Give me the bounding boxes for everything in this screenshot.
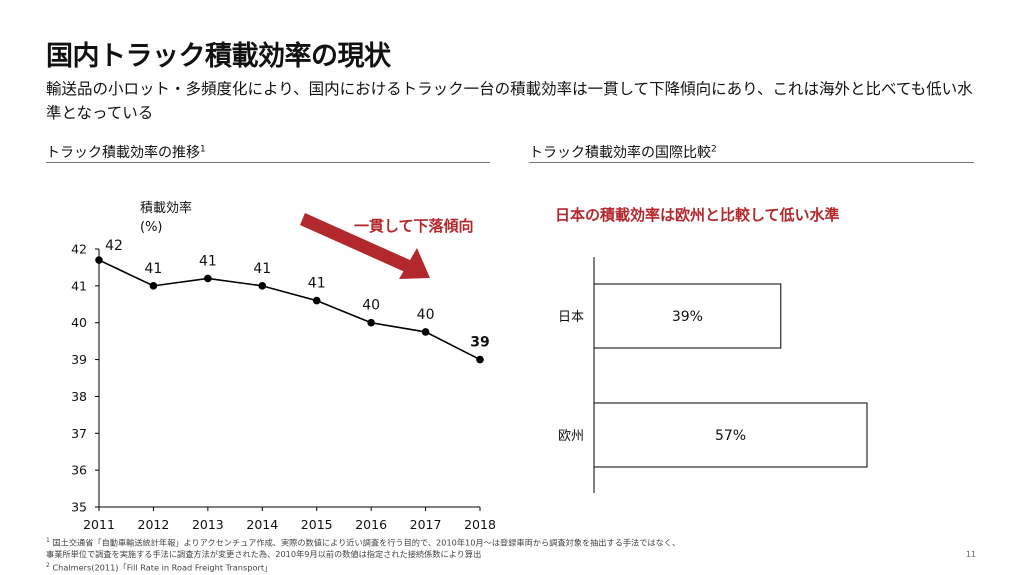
bar-value-label: 39% (672, 309, 703, 325)
data-label: 41 (145, 261, 163, 277)
footnote-2-marker: 2 (46, 561, 50, 569)
data-point (421, 328, 430, 336)
series-line (98, 259, 481, 361)
data-point (258, 282, 267, 290)
data-point (312, 296, 321, 305)
footnote-2-text: Chalmers(2011)「Fill Rate in Road Freight… (52, 562, 273, 573)
page-number: 11 (965, 550, 976, 559)
data-point (204, 274, 212, 283)
data-point (367, 318, 375, 327)
comparison-headline: 日本の積載効率は欧州と比較して低い水準 (555, 206, 840, 224)
page-subtitle: 輸送品の小ロット・多頻度化により、国内におけるトラック一台の積載効率は一貫して下… (46, 80, 973, 122)
left-section-header: トラック積載効率の推移1 (46, 142, 206, 162)
page-title: 国内トラック積載効率の現状 (46, 41, 391, 72)
left-section-divider (46, 162, 490, 163)
trend-annotation: 一貫して下落傾向 (354, 217, 474, 235)
footnotes: 1 国土交通省「自動車輸送統計年報」よりアクセンチュア作成、実際の数値により近い… (46, 535, 680, 573)
y-tick-label: 35 (71, 500, 87, 515)
x-tick-label: 2015 (301, 517, 333, 532)
right-section-divider (529, 162, 974, 163)
data-label: 41 (199, 253, 217, 269)
data-point (149, 282, 158, 290)
data-label: 40 (417, 307, 435, 323)
y-tick-label: 39 (71, 352, 87, 367)
category-label: 日本 (558, 310, 584, 325)
data-label: 41 (253, 261, 271, 277)
footnote-1-marker: 1 (46, 537, 50, 544)
x-tick-label: 2018 (464, 517, 496, 532)
bar (593, 283, 782, 349)
y-tick-label: 41 (71, 278, 87, 293)
x-tick-label: 2014 (246, 517, 278, 532)
right-section-footnote-ref: 2 (711, 144, 717, 155)
y-tick-label: 38 (71, 389, 87, 404)
footnote-1-line-1: 1 国土交通省「自動車輸送統計年報」よりアクセンチュア作成、実際の数値により近い… (46, 535, 680, 549)
x-tick-label: 2013 (192, 517, 224, 532)
data-label: 40 (362, 298, 380, 314)
y-tick-label: 37 (71, 426, 87, 441)
bar-value-label: 57% (715, 428, 746, 444)
left-section-footnote-ref: 1 (200, 144, 206, 155)
right-section-title: トラック積載効率の国際比較 (529, 145, 711, 161)
y-tick-label: 40 (71, 315, 87, 330)
trend-arrow-head (399, 248, 430, 279)
footnote-2: 2 Chalmers(2011)「Fill Rate in Road Freig… (46, 560, 680, 574)
category-label: 欧州 (558, 429, 584, 444)
data-label: 42 (105, 238, 123, 254)
x-tick-label: 2011 (83, 517, 115, 532)
x-tick-label: 2016 (355, 517, 387, 532)
data-point (95, 256, 103, 264)
y-axis-label: 積載効率 (140, 200, 192, 216)
left-section-title: トラック積載効率の推移 (46, 145, 200, 161)
footnote-1-line-2: 事業所単位で調査を実施する手法に調査方法が変更された為、2010年9月以前の数値… (46, 548, 482, 559)
data-label: 41 (308, 276, 326, 292)
trend-arrow-shaft (300, 213, 410, 272)
bar (593, 402, 868, 468)
x-tick-label: 2012 (138, 517, 170, 532)
right-section-header: トラック積載効率の国際比較2 (529, 142, 717, 162)
data-label: 39 (470, 335, 489, 351)
y-tick-label: 36 (71, 463, 87, 478)
footnote-1-text: 国土交通省「自動車輸送統計年報」よりアクセンチュア作成、実際の数値により近い調査… (52, 537, 681, 548)
y-tick-label: 42 (71, 242, 87, 257)
data-point (476, 355, 484, 364)
x-tick-label: 2017 (410, 517, 442, 532)
y-axis-unit: (%) (140, 220, 163, 235)
